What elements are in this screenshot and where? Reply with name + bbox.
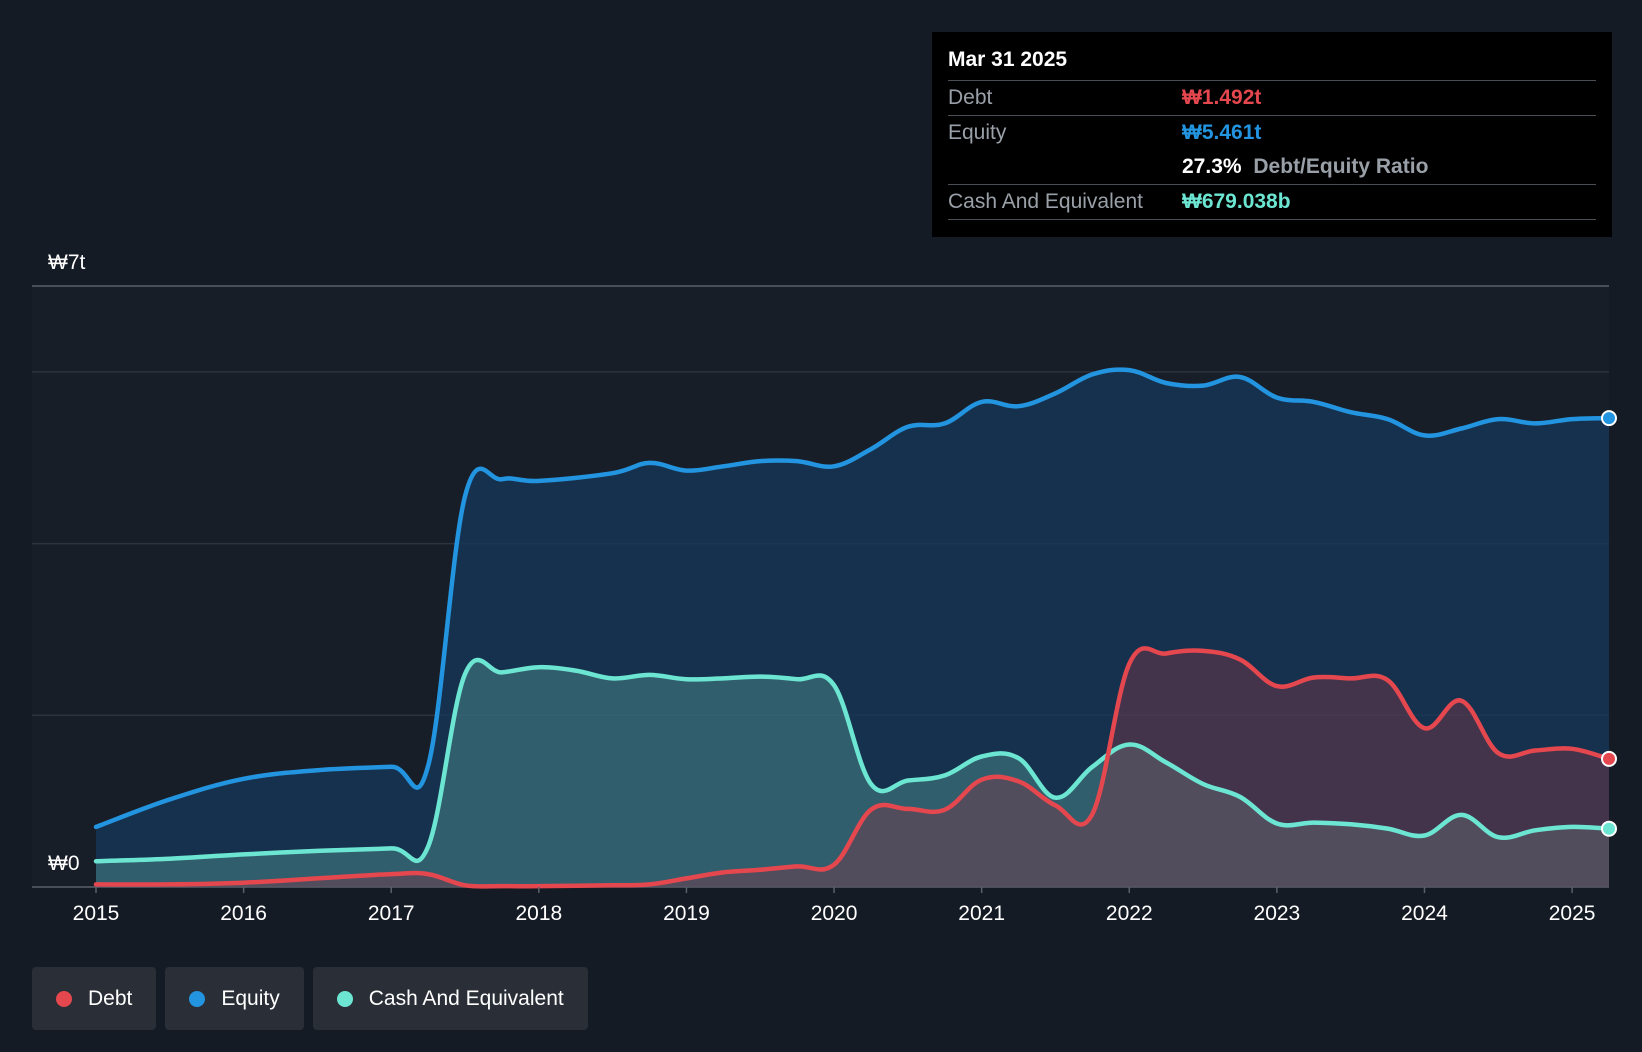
tooltip-cash-value: ₩679.038b: [1182, 190, 1291, 213]
x-tick-label: 2021: [958, 902, 1005, 925]
tooltip-cash-row: Cash And Equivalent ₩679.038b: [948, 185, 1596, 220]
x-tick-label: 2015: [73, 902, 120, 925]
series-areas: [96, 369, 1609, 887]
equity-end-marker: [1601, 410, 1617, 427]
legend-debt-label: Debt: [88, 986, 133, 1010]
equity-area: [96, 369, 1609, 887]
cash-line: [93, 657, 1612, 864]
x-tick-label: 2016: [220, 902, 267, 925]
tooltip-ratio-label: Debt/Equity Ratio: [1253, 155, 1429, 178]
x-tick-label: 2018: [515, 902, 562, 925]
legend-item-cash[interactable]: Cash And Equivalent: [312, 967, 588, 1030]
y-axis-max-label: ₩7t: [48, 251, 86, 274]
cash-area: [96, 659, 1609, 887]
cash-end-marker: [1601, 820, 1617, 837]
x-tick-label: 2020: [811, 902, 858, 925]
tooltip-debt-row: Debt ₩1.492t: [948, 81, 1596, 116]
tooltip-date: Mar 31 2025: [948, 46, 1596, 81]
x-tick-label: 2023: [1254, 902, 1301, 925]
debt-area: [96, 648, 1609, 887]
series-lines: [93, 367, 1612, 889]
x-tick-label: 2017: [368, 902, 415, 925]
tooltip-cash-label: Cash And Equivalent: [948, 190, 1143, 213]
x-tick-label: 2019: [663, 902, 710, 925]
tooltip-ratio-row: 27.3% Debt/Equity Ratio: [948, 150, 1596, 185]
chart-legend: Debt Equity Cash And Equivalent: [32, 967, 588, 1030]
legend-equity-label: Equity: [221, 986, 280, 1010]
y-axis-min-label: ₩0: [48, 852, 80, 875]
legend-item-equity[interactable]: Equity: [165, 967, 304, 1030]
x-tick-label: 2024: [1401, 902, 1448, 925]
equity-line: [93, 367, 1612, 830]
x-tick-label: 2022: [1106, 902, 1153, 925]
equity-dot-icon: [189, 990, 206, 1007]
cash-dot-icon: [336, 990, 353, 1007]
x-tick-label: 2025: [1549, 902, 1596, 925]
tooltip-debt-value: ₩1.492t: [1182, 86, 1262, 109]
tooltip-panel: Mar 31 2025 Debt ₩1.492t Equity ₩5.461t …: [932, 32, 1612, 237]
end-markers: [1601, 410, 1617, 837]
legend-cash-label: Cash And Equivalent: [368, 986, 564, 1010]
debt-dot-icon: [56, 990, 72, 1007]
tooltip-debt-label: Debt: [948, 86, 993, 109]
tooltip-ratio-value: 27.3%: [1182, 155, 1242, 178]
x-axis-ticks: 2015 2016 2017 2018 2019 2020 2021 2022 2023 2024…: [73, 887, 1596, 925]
debt-line: [93, 646, 1612, 889]
tooltip-equity-label: Equity: [948, 121, 1007, 144]
tooltip-equity-value: ₩5.461t: [1182, 121, 1262, 144]
debt-end-marker: [1601, 750, 1617, 767]
tooltip-equity-row: Equity ₩5.461t: [948, 116, 1596, 150]
legend-item-debt[interactable]: Debt: [32, 967, 157, 1030]
